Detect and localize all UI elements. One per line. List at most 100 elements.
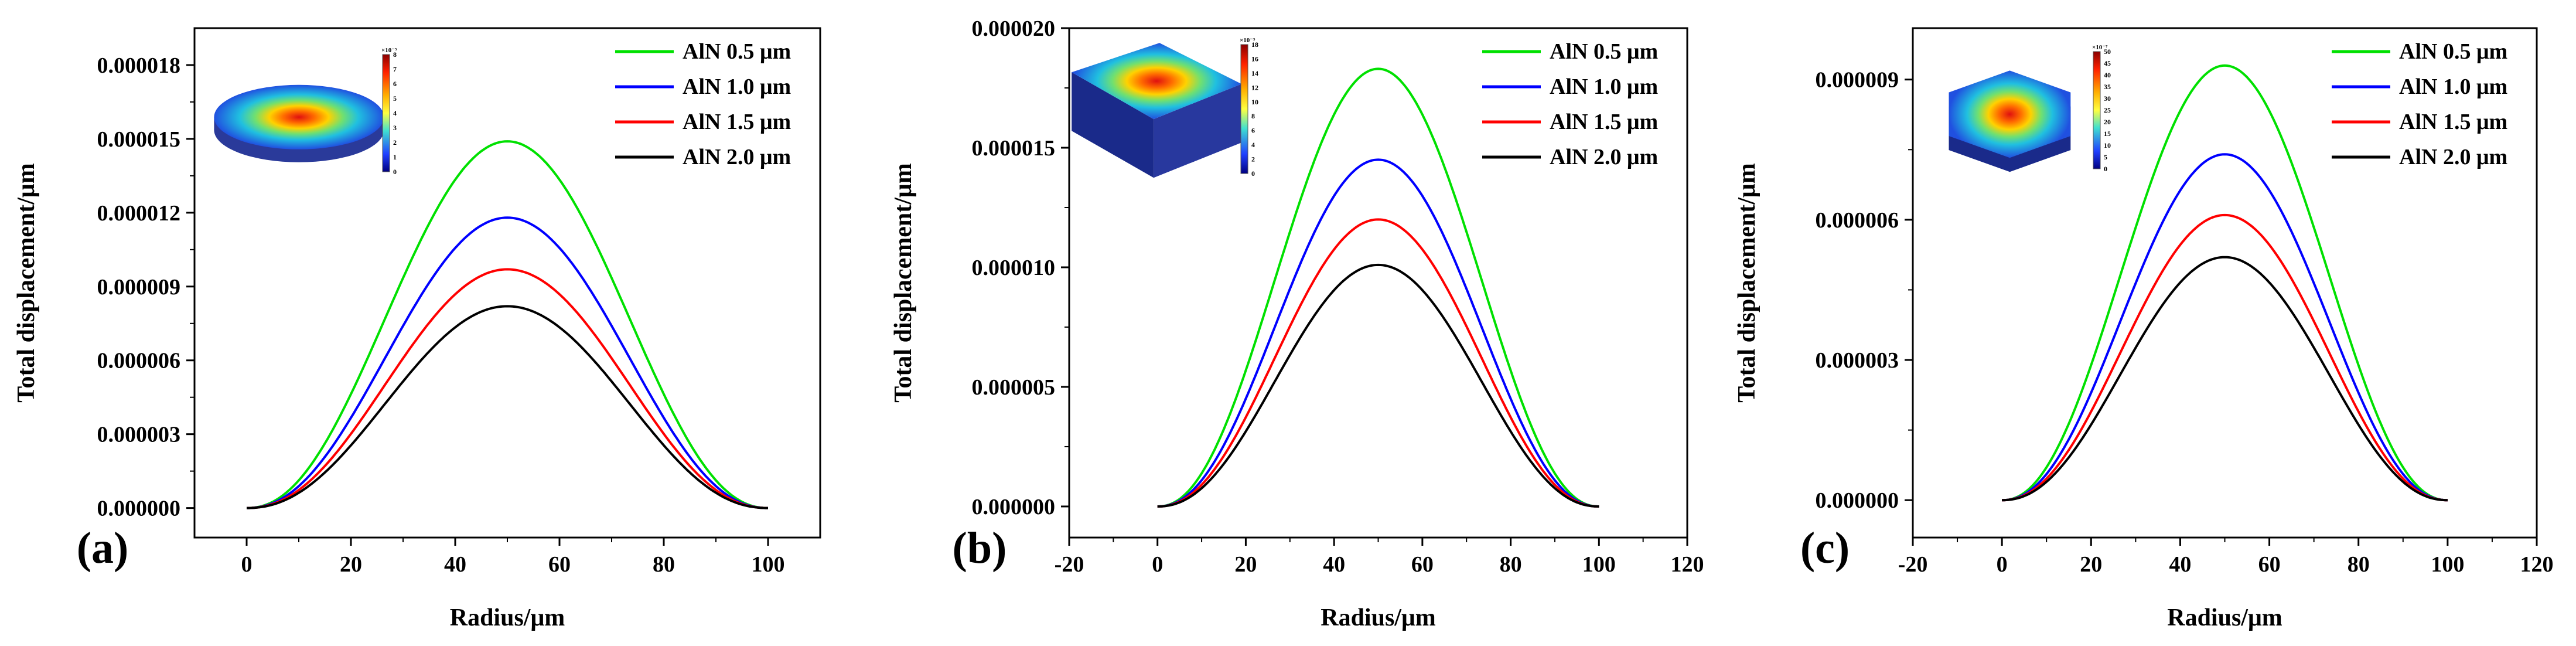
colorbar-tick-label: 4 [393,109,397,117]
colorbar-tick-label: 16 [1251,55,1258,63]
colorbar-tick-label: 5 [2104,153,2107,161]
x-tick-label: 80 [1500,552,1522,577]
panel-label: (b) [953,523,1007,573]
colorbar-tick-label: 7 [393,65,397,73]
x-tick-label: 60 [548,552,571,577]
x-tick-label: 20 [2080,552,2102,577]
panel-label: (c) [1800,523,1850,573]
legend-entry: AlN 0.5 μm [1550,39,1658,64]
colorbar-tick-label: 0 [393,168,397,176]
series-line-3 [2002,213,2448,502]
y-tick-label: 0.000015 [972,136,1056,161]
y-tick-label: 0.000006 [97,349,181,373]
x-tick-label: 20 [1234,552,1257,577]
x-axis-label: Radius/μm [1321,604,1436,631]
legend-entry: AlN 2.0 μm [1550,145,1658,169]
colorbar-tick-label: 40 [2104,71,2111,79]
colorbar-tick-label: 2 [393,138,397,147]
hex-top [1949,70,2071,158]
series-line-1 [1157,67,1599,508]
colorbar-tick-label: 10 [1251,98,1258,106]
colorbar-tick-label: 45 [2104,59,2111,67]
colorbar-tick-label: 12 [1251,83,1258,91]
y-tick-label: 0.000020 [972,16,1056,41]
y-tick-label: 0.000003 [1816,348,1899,373]
colorbar-tick-label: 10 [2104,141,2111,149]
x-tick-label: -20 [1055,552,1084,577]
y-axis-label: Total displacement/μm [890,163,917,402]
legend-entry: AlN 1.5 μm [683,110,791,134]
y-tick-label: 0.000000 [972,495,1056,519]
y-tick-label: 0.000009 [1816,68,1899,93]
colorbar-tick-label: 1 [393,153,397,161]
series-line-4 [1157,263,1599,508]
x-axis-label: Radius/μm [2167,604,2282,631]
x-tick-label: 80 [2348,552,2370,577]
y-tick-label: 0.000015 [97,127,181,152]
x-tick-label: 80 [653,552,675,577]
colorbar-tick-label: 14 [1251,69,1258,77]
x-tick-label: 0 [1152,552,1163,577]
colorbar-tick-label: 6 [1251,127,1255,135]
x-axis-label: Radius/μm [450,604,565,631]
x-tick-label: -20 [1898,552,1928,577]
y-axis-label: Total displacement/μm [1734,163,1760,402]
series-line-3 [1157,218,1599,508]
colorbar-tick-label: 2 [1251,155,1255,164]
disk-top [214,84,384,149]
colorbar-tick-label: 20 [2104,118,2111,126]
y-tick-label: 0.000010 [972,256,1056,280]
colorbar-tick-label: 6 [393,80,397,88]
series-line-3 [247,268,768,509]
colorbar-tick-label: 0 [1251,169,1255,178]
colorbar-tick-label: 8 [1251,112,1255,120]
legend-entry: AlN 2.0 μm [683,145,791,169]
x-tick-label: 100 [752,552,785,577]
colorbar-tick-label: 0 [2104,165,2107,173]
y-tick-label: 0.000006 [1816,208,1899,233]
panel-a: 0 20 40 60 80 1000.0000000.0000030.0000060.00… [13,27,821,631]
x-tick-label: 20 [340,552,362,577]
colorbar-tick-label: 8 [393,50,397,59]
x-tick-label: 40 [1323,552,1345,577]
panel-label: (a) [77,523,129,573]
y-tick-label: 0.000005 [972,375,1056,400]
colorbar [382,54,390,172]
x-tick-label: 60 [1411,552,1434,577]
series-line-2 [2002,153,2448,502]
y-tick-label: 0.000009 [97,275,181,300]
y-tick-label: 0.000003 [97,423,181,447]
legend-entry: AlN 1.5 μm [2399,110,2507,134]
panel-b: -20 0 20 40 60 80 100 1200.0000000.0000050.0000… [890,16,1704,631]
y-tick-label: 0.000000 [97,497,181,521]
series-line-1 [2002,64,2448,502]
x-tick-label: 120 [1671,552,1704,577]
block-side-right [1154,84,1242,178]
y-tick-label: 0.000012 [97,201,181,226]
legend-entry: AlN 1.0 μm [683,74,791,99]
block-top [1072,43,1242,120]
colorbar-tick-label: 25 [2104,106,2111,114]
x-tick-label: 0 [241,552,253,577]
series-line-4 [2002,256,2448,502]
x-tick-label: 120 [2520,552,2554,577]
y-axis-label: Total displacement/μm [13,163,40,402]
legend-entry: AlN 0.5 μm [683,39,791,64]
colorbar-tick-label: 35 [2104,83,2111,91]
legend-entry: AlN 0.5 μm [2399,39,2507,64]
colorbar-exponent: ×10⁻⁷ [2092,44,2108,51]
legend-entry: AlN 1.0 μm [2399,74,2507,99]
x-tick-label: 100 [2431,552,2464,577]
colorbar-tick-label: 3 [393,124,397,132]
colorbar [1240,44,1248,174]
legend-entry: AlN 2.0 μm [2399,145,2507,169]
block-side-left [1072,72,1154,178]
colorbar-tick-label: 4 [1251,141,1255,149]
series-line-4 [247,305,768,509]
series-line-1 [247,140,768,509]
colorbar-tick-label: 5 [393,94,397,103]
series-line-2 [247,216,768,509]
series-line-2 [1157,158,1599,508]
y-tick-label: 0.000018 [97,53,181,78]
